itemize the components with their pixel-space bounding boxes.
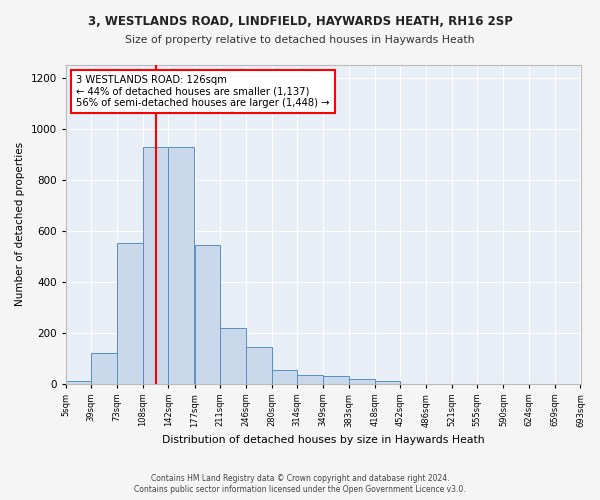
Bar <box>297 374 323 384</box>
Bar <box>194 244 220 384</box>
Bar <box>272 370 297 384</box>
Bar <box>169 146 194 384</box>
Bar <box>91 353 117 384</box>
X-axis label: Distribution of detached houses by size in Haywards Heath: Distribution of detached houses by size … <box>162 435 484 445</box>
Bar <box>323 376 349 384</box>
Text: Size of property relative to detached houses in Haywards Heath: Size of property relative to detached ho… <box>125 35 475 45</box>
Text: 3 WESTLANDS ROAD: 126sqm
← 44% of detached houses are smaller (1,137)
56% of sem: 3 WESTLANDS ROAD: 126sqm ← 44% of detach… <box>76 74 329 108</box>
Bar <box>246 346 272 384</box>
Bar <box>349 378 375 384</box>
Bar <box>117 244 143 384</box>
Bar <box>375 381 400 384</box>
Bar <box>66 381 91 384</box>
Y-axis label: Number of detached properties: Number of detached properties <box>15 142 25 306</box>
Bar <box>143 146 169 384</box>
Text: 3, WESTLANDS ROAD, LINDFIELD, HAYWARDS HEATH, RH16 2SP: 3, WESTLANDS ROAD, LINDFIELD, HAYWARDS H… <box>88 15 512 28</box>
Text: Contains HM Land Registry data © Crown copyright and database right 2024.
Contai: Contains HM Land Registry data © Crown c… <box>134 474 466 494</box>
Bar <box>220 328 246 384</box>
